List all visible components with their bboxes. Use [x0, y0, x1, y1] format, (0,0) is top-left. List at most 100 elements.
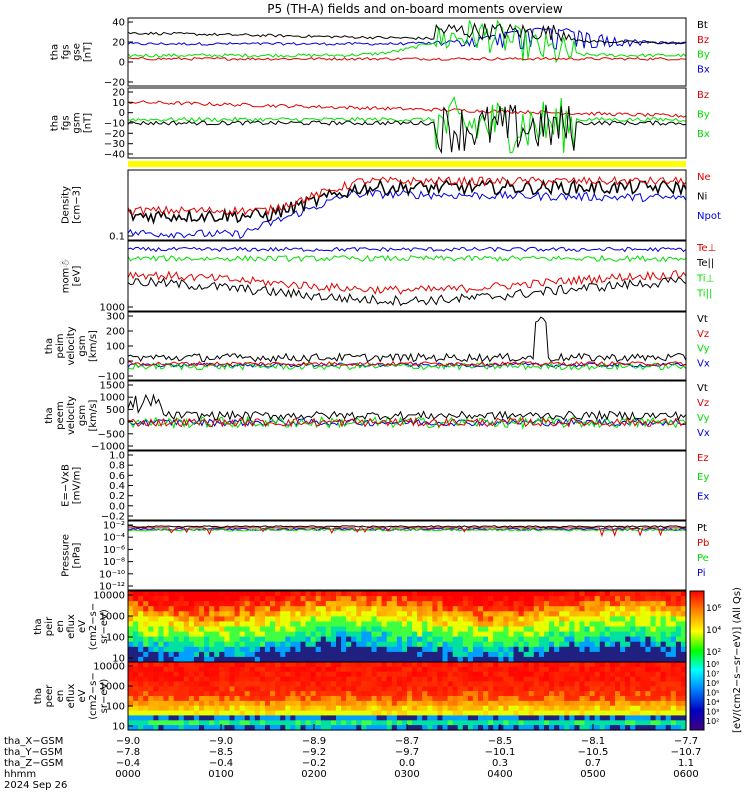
spectrogram-cell	[467, 705, 474, 712]
ylabel-electron_spectrogram-4: eV	[77, 689, 88, 702]
spectrogram-cell	[645, 631, 652, 638]
spectrogram-cell	[168, 616, 175, 623]
spectrogram-cell	[467, 621, 474, 628]
spectrogram-cell	[427, 596, 433, 602]
spectrogram-cell	[508, 621, 515, 628]
spectrogram-cell	[336, 626, 342, 633]
spectrogram-cell	[386, 606, 393, 612]
spectrogram-cell	[589, 591, 596, 597]
spectrogram-cell	[559, 636, 565, 643]
spectrogram-cell	[422, 676, 428, 683]
colorbar-ion-tick-2: 10²	[706, 648, 721, 658]
spectrogram-cell	[351, 636, 357, 643]
spectrogram-cell	[609, 715, 616, 721]
spectrogram-cell	[574, 641, 581, 648]
spectrogram-cell	[336, 662, 342, 668]
spectrogram-cell	[457, 651, 464, 658]
spectrogram-cell	[183, 641, 190, 648]
spectrogram-cell	[173, 646, 180, 653]
spectrogram-cell	[437, 606, 444, 612]
mode-bar	[128, 161, 686, 167]
spectrogram-cell	[341, 696, 347, 702]
spectrogram-cell	[285, 696, 291, 702]
spectrogram-cell	[599, 666, 606, 673]
spectrogram-cell	[680, 725, 687, 731]
spectrogram-cell	[188, 646, 195, 653]
spectrogram-cell	[249, 725, 256, 731]
spectrogram-cell	[133, 696, 139, 702]
spectrogram-cell	[295, 626, 302, 633]
spectrogram-cell	[249, 616, 256, 623]
spectrogram-cell	[432, 666, 439, 673]
spectrogram-cell	[285, 636, 291, 643]
spectrogram-cell	[128, 651, 134, 658]
spectrogram-cell	[615, 696, 621, 702]
spectrogram-cell	[209, 710, 215, 717]
spectrogram-cell	[503, 616, 510, 623]
spectrogram-cell	[265, 641, 271, 648]
spectrogram-cell	[635, 681, 641, 687]
spectrogram-cell	[620, 666, 626, 673]
spectrogram-cell	[554, 691, 560, 697]
spectrogram-cell	[518, 636, 525, 643]
spectrogram-cell	[153, 725, 160, 731]
spectrogram-cell	[630, 686, 636, 692]
spectrogram-cell	[376, 606, 383, 612]
spectrogram-cell	[168, 691, 175, 697]
spectrogram-cell	[554, 666, 560, 673]
spectrogram-cell	[178, 626, 185, 633]
spectrogram-cell	[478, 681, 484, 687]
spectrogram-cell	[523, 662, 530, 668]
spectrogram-cell	[447, 591, 454, 597]
spectrogram-cell	[513, 641, 520, 648]
spectrogram-cell	[472, 636, 479, 643]
spectrogram-cell	[518, 611, 525, 617]
spectrogram-cell	[599, 631, 606, 638]
spectrogram-cell	[579, 705, 586, 712]
spectrogram-cell	[660, 705, 667, 712]
spectrogram-cell	[523, 611, 530, 617]
spectrogram-cell	[559, 641, 565, 648]
spectrogram-cell	[224, 606, 231, 612]
spectrogram-cell	[315, 666, 322, 673]
spectrogram-cell	[234, 591, 241, 597]
spectrogram-cell	[589, 641, 596, 648]
spectrogram-cell	[336, 621, 342, 628]
spectrogram-cell	[660, 636, 667, 643]
spectrogram-cell	[356, 681, 362, 687]
spectrogram-cell	[462, 710, 469, 717]
spectrogram-cell	[280, 700, 286, 707]
spectrogram-cell	[417, 651, 423, 658]
spectrogram-cell	[290, 681, 296, 687]
spectrogram-cell	[569, 621, 575, 628]
spectrogram-cell	[168, 591, 175, 597]
spectrogram-cell	[315, 616, 322, 623]
spectrogram-cell	[310, 696, 317, 702]
spectrogram-cell	[518, 676, 525, 683]
spectrogram-cell	[300, 591, 307, 597]
spectrogram-cell	[417, 616, 423, 623]
spectrogram-cell	[544, 656, 550, 663]
spectrogram-cell	[305, 705, 312, 712]
spectrogram-cell	[371, 596, 378, 602]
spectrogram-cell	[559, 671, 565, 678]
spectrogram-cell	[325, 720, 332, 726]
spectrogram-cell	[493, 616, 499, 623]
spectrogram-cell	[488, 666, 494, 673]
spectrogram-cell	[346, 662, 352, 668]
spectrogram-cell	[148, 616, 154, 623]
ytick-ion_spectrogram-2: 100	[106, 633, 125, 644]
spectrogram-cell	[579, 606, 586, 612]
colorbar-ion-tick-1: 10⁴	[706, 626, 721, 636]
spectrogram-cell	[265, 626, 271, 633]
spectrogram-cell	[183, 646, 190, 653]
spectrogram-cell	[265, 631, 271, 638]
spectrogram-cell	[488, 705, 494, 712]
spectrogram-cell	[214, 606, 220, 612]
spectrogram-cell	[675, 725, 682, 731]
spectrogram-cell	[493, 666, 499, 673]
spectrogram-cell	[310, 621, 317, 628]
spectrogram-cell	[594, 631, 601, 638]
series-te-perp	[127, 269, 687, 295]
spectrogram-cell	[503, 611, 510, 617]
